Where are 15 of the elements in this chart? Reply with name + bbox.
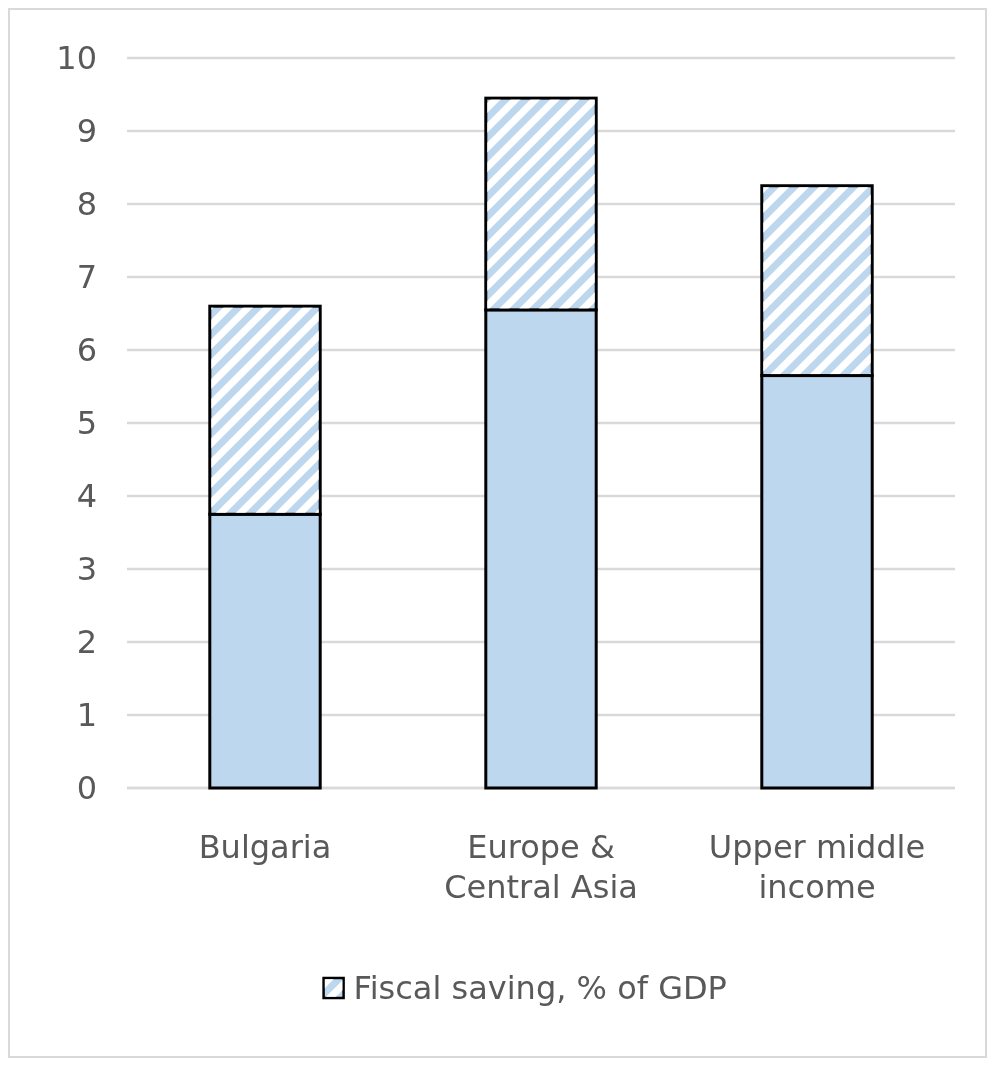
- y-tick-label: 8: [76, 185, 97, 224]
- y-tick-label: 2: [76, 623, 97, 662]
- x-tick-label: Europe & Central Asia: [444, 828, 638, 906]
- y-tick-label: 3: [76, 550, 97, 589]
- y-tick-label: 4: [76, 477, 97, 516]
- y-tick-label: 10: [56, 39, 97, 78]
- legend-label: Fiscal saving, % of GDP: [353, 969, 727, 1008]
- x-tick-label: Upper middle income: [708, 828, 926, 906]
- y-tick-label: 1: [76, 696, 97, 735]
- y-tick-label: 7: [76, 258, 97, 297]
- y-tick-label: 5: [76, 404, 97, 443]
- y-tick-label: 6: [76, 331, 97, 370]
- x-tick-label: Bulgaria: [198, 828, 332, 866]
- y-tick-label: 9: [76, 112, 97, 151]
- y-tick-label: 0: [76, 769, 97, 808]
